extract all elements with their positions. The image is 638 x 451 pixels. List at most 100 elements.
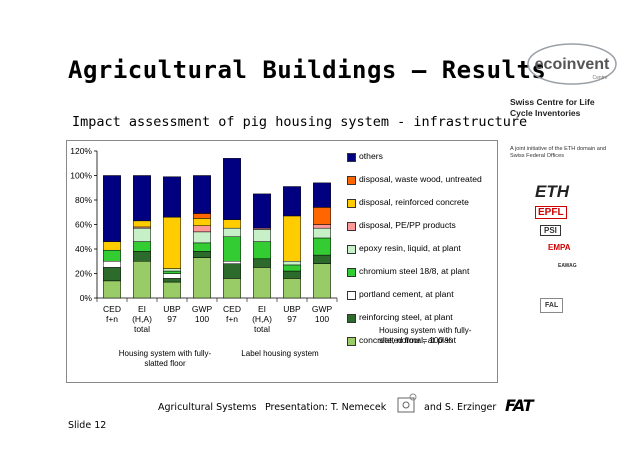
y-tick-label: 20% xyxy=(75,269,92,279)
bar-segment xyxy=(193,175,211,214)
y-tick-label: 120% xyxy=(70,146,92,156)
y-tick-label: 60% xyxy=(75,220,92,230)
bar-segment xyxy=(133,220,151,228)
fat-logo: FAT xyxy=(505,396,534,415)
legend-label: disposal, PE/PP products xyxy=(359,220,456,230)
bar-segment xyxy=(163,268,181,272)
eth-logo: ETH xyxy=(535,182,569,201)
x-tick-label: GWP xyxy=(312,304,333,314)
bar-segment xyxy=(163,273,181,279)
bar-segment xyxy=(313,224,331,229)
x-tick-label: EI xyxy=(138,304,146,314)
x-tick-label: total xyxy=(254,324,270,334)
bar-segment xyxy=(313,182,331,208)
bar-segment xyxy=(283,278,301,299)
legend-swatch xyxy=(347,199,356,208)
bar-segment xyxy=(253,229,271,242)
legend-swatch xyxy=(347,291,356,300)
bar-segment xyxy=(253,258,271,268)
bar-segment xyxy=(223,236,241,262)
footer-and: and S. Erzinger xyxy=(424,402,497,413)
bar-segment xyxy=(283,261,301,266)
bar-segment xyxy=(103,261,121,268)
footer-agricultural-systems: Agricultural Systems xyxy=(158,402,257,413)
x-tick-label: total xyxy=(134,324,150,334)
bar-segment xyxy=(163,281,181,299)
bar-segment xyxy=(163,270,181,274)
legend-swatch xyxy=(347,222,356,231)
bar-segment xyxy=(103,241,121,251)
y-tick-label: 80% xyxy=(75,195,92,205)
y-tick-label: 0% xyxy=(80,293,93,303)
bar-segment xyxy=(313,254,331,264)
x-tick-label: f+n xyxy=(226,314,238,324)
bar-segment xyxy=(223,278,241,299)
x-tick-label: (H,A) xyxy=(252,314,272,324)
bar-segment xyxy=(193,251,211,258)
group-label-label-housing: Label housing system xyxy=(241,349,319,358)
bar-segment xyxy=(163,176,181,218)
slide-title: Agricultural Buildings — Results xyxy=(68,56,547,84)
x-tick-label: CED xyxy=(223,304,241,314)
x-tick-label: UBP xyxy=(283,304,301,314)
joint-initiative-text: A joint initiative of the ETH domain and… xyxy=(510,146,607,159)
logo-text: ecoinvent xyxy=(535,56,610,73)
bar-segment xyxy=(253,193,271,229)
chart-note: Housing system with fully-slatted floor … xyxy=(379,326,472,345)
bar-segment xyxy=(193,231,211,244)
eawag-logo: EAWAG xyxy=(558,263,577,269)
bar-segment xyxy=(163,216,181,269)
legend-label: reinforcing steel, at plant xyxy=(359,312,453,322)
bar-segment xyxy=(133,227,151,242)
bar-segment xyxy=(283,186,301,217)
bar-segment xyxy=(283,215,301,262)
legend-label: chromium steel 18/8, at plant xyxy=(359,266,470,276)
fal-logo: FAL xyxy=(540,298,564,313)
epfl-logo: EPFL xyxy=(535,206,567,219)
x-tick-label: CED xyxy=(103,304,121,314)
bar-segment xyxy=(133,251,151,262)
x-tick-label: EI xyxy=(258,304,266,314)
bar-segment xyxy=(103,175,121,242)
x-tick-label: 97 xyxy=(287,314,297,324)
bar-segment xyxy=(163,278,181,283)
x-tick-label: (H,A) xyxy=(132,314,152,324)
y-tick-label: 100% xyxy=(70,171,92,181)
legend-swatch xyxy=(347,153,356,162)
bar-segment xyxy=(103,280,121,299)
bar-segment xyxy=(223,227,241,238)
bar-segment xyxy=(253,241,271,260)
bar-segment xyxy=(313,227,331,239)
bar-segment xyxy=(223,158,241,220)
x-tick-label: 100 xyxy=(315,314,329,324)
empa-logo: EMPA xyxy=(548,243,571,252)
bar-segment xyxy=(133,175,151,222)
group-label-fully-slatted: Housing system with fully-slatted floor xyxy=(118,349,212,368)
x-tick-label: 97 xyxy=(167,314,177,324)
bar-segment xyxy=(253,267,271,299)
bar-segment xyxy=(283,264,301,272)
bar-segment xyxy=(193,242,211,252)
bar-segment xyxy=(223,219,241,229)
bar-segment xyxy=(193,257,211,299)
bar-segment xyxy=(193,213,211,219)
bar-segment xyxy=(103,267,121,282)
x-tick-label: f+n xyxy=(106,314,118,324)
swiss-centre-label: Swiss Centre for Life Cycle Inventories xyxy=(510,97,595,118)
bar-segment xyxy=(313,263,331,299)
bar-segment xyxy=(313,237,331,256)
logo-sub: Centre xyxy=(592,75,607,81)
y-tick-label: 40% xyxy=(75,244,92,254)
bar-segment xyxy=(223,263,241,279)
x-tick-label: 100 xyxy=(195,314,209,324)
legend-label: others xyxy=(359,151,383,161)
chart-plot: 0%20%40%60%80%100%120%CEDf+nEI(H,A)total… xyxy=(70,146,338,334)
legend-label: epoxy resin, liquid, at plant xyxy=(359,243,461,253)
slide-subtitle: Impact assessment of pig housing system … xyxy=(72,114,528,130)
slide-number: Slide 12 xyxy=(68,420,107,431)
x-tick-label: UBP xyxy=(163,304,181,314)
bar-segment xyxy=(193,218,211,226)
stacked-bar-chart: 0% 20% 40% 60% 80% 100% 120% CED f+n EI (H,A) total… xyxy=(66,140,498,383)
x-tick-label: GWP xyxy=(192,304,213,314)
psi-logo: PSI xyxy=(540,225,561,236)
